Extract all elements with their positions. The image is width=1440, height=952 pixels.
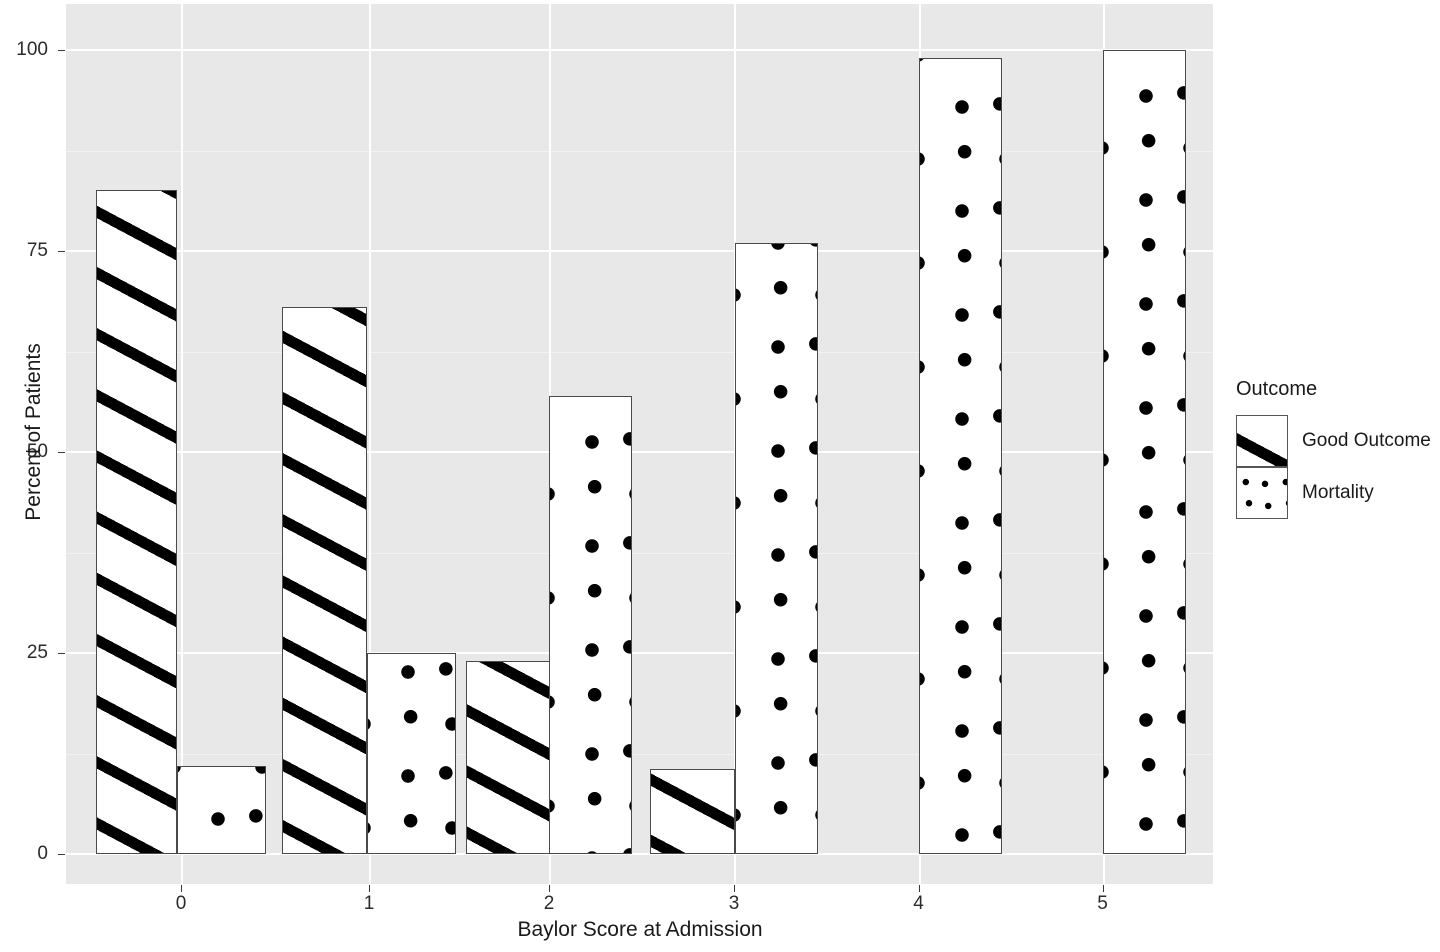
legend-label: Mortality — [1302, 482, 1374, 503]
gridline-minor — [66, 753, 1213, 755]
plot-panel — [66, 4, 1213, 884]
legend-swatch — [1236, 467, 1288, 519]
x-tick-label: 0 — [175, 893, 187, 914]
bar-pattern-fill — [467, 662, 549, 853]
y-tick-label: 50 — [26, 441, 48, 462]
gridline-major — [66, 250, 1213, 252]
gridline-major — [66, 49, 1213, 51]
legend-swatch — [1236, 415, 1288, 467]
bar-pattern-fill — [368, 654, 455, 853]
bar-pattern-fill — [283, 308, 366, 853]
y-tick-label: 0 — [37, 843, 48, 864]
gridline-minor — [66, 552, 1213, 554]
legend-items: Good Outcome Mortality — [1236, 415, 1436, 519]
y-tick-mark — [58, 251, 65, 252]
y-tick-mark — [58, 50, 65, 51]
x-tick-label: 1 — [363, 893, 375, 914]
legend: Outcome Good Outcome Mortality — [1236, 378, 1436, 519]
bar-0-mortality — [177, 765, 266, 854]
x-tick-mark — [1102, 885, 1104, 892]
bar-pattern-fill — [178, 766, 265, 853]
bar-1-mortality — [367, 653, 456, 854]
gridline-major — [66, 652, 1213, 654]
x-tick-mark — [369, 885, 370, 892]
bar-pattern-fill — [97, 190, 176, 853]
legend-pattern-fill — [1237, 468, 1287, 518]
y-tick-mark — [58, 452, 65, 453]
legend-title: Outcome — [1236, 378, 1318, 400]
bar-2-mortality — [549, 395, 632, 854]
bar-3-good-outcome — [650, 768, 735, 854]
bar-pattern-fill — [920, 59, 1001, 853]
y-tick-mark — [58, 653, 65, 654]
x-tick-label: 2 — [543, 893, 555, 914]
y-tick-mark — [58, 854, 65, 855]
bar-pattern-fill — [736, 243, 817, 853]
y-tick-label: 25 — [26, 642, 48, 663]
gridline-minor — [66, 150, 1213, 152]
bar-5-good-outcome — [1019, 854, 1103, 855]
bar-pattern-fill — [1104, 51, 1185, 853]
bar-2-good-outcome — [466, 661, 550, 854]
x-axis-title: Baylor Score at Admission — [517, 918, 763, 941]
y-tick-label: 100 — [16, 39, 48, 60]
bar-4-mortality — [919, 58, 1002, 854]
x-tick-mark — [549, 885, 550, 892]
x-tick-mark — [918, 885, 920, 892]
legend-label: Good Outcome — [1302, 430, 1431, 451]
legend-item-mortality[interactable]: Mortality — [1236, 467, 1436, 519]
bar-pattern-fill — [651, 769, 734, 853]
x-tick-mark — [734, 885, 735, 892]
x-tick-label: 3 — [728, 893, 740, 914]
bar-4-good-outcome — [835, 854, 919, 855]
gridline-major — [66, 451, 1213, 453]
bar-3-mortality — [735, 242, 818, 854]
bar-1-good-outcome — [282, 307, 367, 854]
legend-item-good-outcome[interactable]: Good Outcome — [1236, 415, 1436, 467]
bar-pattern-fill — [550, 396, 631, 853]
gridline-major-vertical — [369, 4, 371, 884]
legend-pattern-fill — [1237, 416, 1287, 466]
bar-5-mortality — [1103, 50, 1186, 854]
y-tick-label: 75 — [26, 240, 48, 261]
x-tick-label: 4 — [913, 893, 924, 914]
x-tick-label: 5 — [1097, 893, 1108, 914]
gridline-major — [66, 853, 1213, 855]
gridline-minor — [66, 351, 1213, 353]
gridline-major-vertical — [181, 4, 183, 884]
y-axis-title: Percent of Patients — [22, 343, 45, 521]
x-tick-mark — [181, 885, 182, 892]
bar-0-good-outcome — [96, 189, 177, 854]
